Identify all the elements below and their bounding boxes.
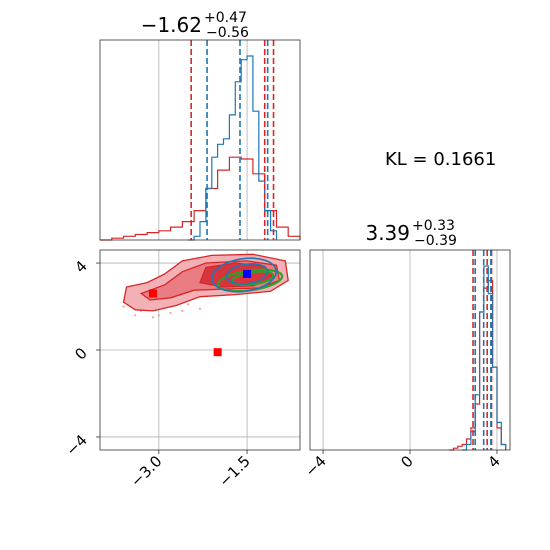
p3-scatter-point — [134, 314, 137, 317]
p3-red-square-marker — [213, 348, 222, 357]
p4-blue-hist-line — [462, 265, 507, 451]
p3-scatter-point — [157, 314, 160, 317]
p3-scatter-point — [151, 316, 155, 319]
p3-scatter-point — [198, 307, 202, 310]
p1-title-sup: +0.47 — [204, 10, 247, 26]
p4-title-sup: +0.33 — [412, 218, 455, 234]
p3-red-square-marker — [148, 289, 157, 298]
p1-blue-histogram — [188, 55, 278, 241]
p3-scatter-point — [169, 311, 172, 315]
p3-blue-square-marker — [243, 269, 252, 278]
p4-title: 3.39 +0.33 −0.39 — [365, 218, 456, 249]
p3-blue-contours — [211, 257, 278, 293]
p4-title-main: 3.39 — [365, 221, 410, 245]
p3-scatter-point — [122, 305, 125, 308]
joint-panel: −3.0 −1.5 40−4 — [62, 249, 301, 491]
p1-title-main: −1.62 — [141, 13, 202, 37]
p3-markers — [148, 269, 252, 357]
p1-blue-hist-line — [188, 55, 278, 241]
p1-quantile-lines — [190, 40, 275, 240]
p1-title-sub: −0.56 — [206, 25, 249, 41]
kl-text: KL = 0.1661 — [385, 149, 496, 170]
marginal-panel-param1: −1.62 +0.47 −0.56 — [99, 10, 301, 241]
p3-blue-contour-0 — [211, 257, 278, 293]
p1-grid — [158, 40, 248, 240]
p4-quantile-lines — [472, 250, 493, 450]
p1-frame — [99, 39, 301, 241]
p3-blue-contour-1 — [225, 263, 269, 285]
p3-green-contour-1 — [231, 270, 275, 287]
p3-scatter-point — [181, 309, 184, 312]
p4-blue-histogram — [462, 265, 507, 451]
p4-title-sub: −0.39 — [414, 233, 457, 249]
p3-scatter-point — [187, 303, 190, 306]
p1-title: −1.62 +0.47 −0.56 — [141, 10, 249, 41]
